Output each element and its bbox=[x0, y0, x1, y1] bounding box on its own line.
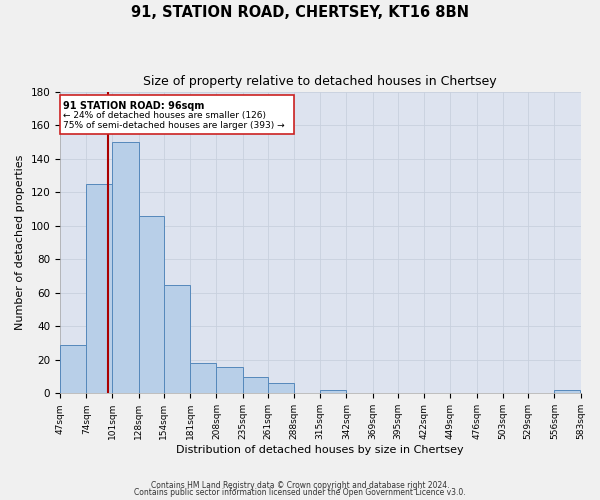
Bar bbox=[86, 184, 112, 394]
Text: Contains public sector information licensed under the Open Government Licence v3: Contains public sector information licen… bbox=[134, 488, 466, 497]
Bar bbox=[554, 390, 580, 394]
Text: Contains HM Land Registry data © Crown copyright and database right 2024.: Contains HM Land Registry data © Crown c… bbox=[151, 480, 449, 490]
Bar bbox=[190, 363, 217, 394]
Bar bbox=[112, 142, 139, 394]
Y-axis label: Number of detached properties: Number of detached properties bbox=[15, 155, 25, 330]
X-axis label: Distribution of detached houses by size in Chertsey: Distribution of detached houses by size … bbox=[176, 445, 464, 455]
Text: 91 STATION ROAD: 96sqm: 91 STATION ROAD: 96sqm bbox=[63, 101, 205, 111]
FancyBboxPatch shape bbox=[60, 96, 294, 134]
Bar bbox=[139, 216, 164, 394]
Bar bbox=[242, 376, 268, 394]
Text: ← 24% of detached houses are smaller (126): ← 24% of detached houses are smaller (12… bbox=[63, 111, 266, 120]
Bar bbox=[268, 384, 294, 394]
Title: Size of property relative to detached houses in Chertsey: Size of property relative to detached ho… bbox=[143, 75, 497, 88]
Bar bbox=[217, 366, 242, 394]
Text: 75% of semi-detached houses are larger (393) →: 75% of semi-detached houses are larger (… bbox=[63, 121, 284, 130]
Text: 91, STATION ROAD, CHERTSEY, KT16 8BN: 91, STATION ROAD, CHERTSEY, KT16 8BN bbox=[131, 5, 469, 20]
Bar bbox=[164, 284, 190, 394]
Bar bbox=[320, 390, 346, 394]
Bar bbox=[60, 345, 86, 394]
